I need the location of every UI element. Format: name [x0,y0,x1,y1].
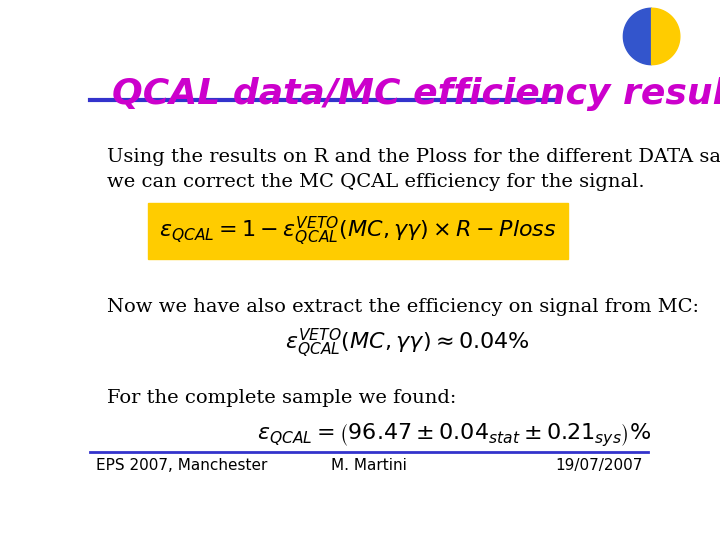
Text: M. Martini: M. Martini [331,458,407,472]
Text: For the complete sample we found:: For the complete sample we found: [107,389,456,407]
Text: Using the results on R and the Ploss for the different DATA samples,
we can corr: Using the results on R and the Ploss for… [107,148,720,191]
Polygon shape [624,8,652,65]
Text: $\varepsilon_{QCAL} = \left(96.47 \pm 0.04_{stat} \pm 0.21_{sys}\right)\%$: $\varepsilon_{QCAL} = \left(96.47 \pm 0.… [258,421,652,449]
Text: EPS 2007, Manchester: EPS 2007, Manchester [96,458,267,472]
Polygon shape [652,8,680,65]
Text: $\varepsilon_{QCAL}^{VETO}(MC,\gamma\gamma)\approx 0.04\%$: $\varepsilon_{QCAL}^{VETO}(MC,\gamma\gam… [285,327,530,360]
Text: 19/07/2007: 19/07/2007 [555,458,642,472]
Text: $\varepsilon_{QCAL} = 1 - \varepsilon_{QCAL}^{VETO}(MC,\gamma\gamma)\times R - P: $\varepsilon_{QCAL} = 1 - \varepsilon_{Q… [159,214,557,248]
Text: QCAL data/MC efficiency results: QCAL data/MC efficiency results [112,77,720,111]
Text: Now we have also extract the efficiency on signal from MC:: Now we have also extract the efficiency … [107,298,698,316]
